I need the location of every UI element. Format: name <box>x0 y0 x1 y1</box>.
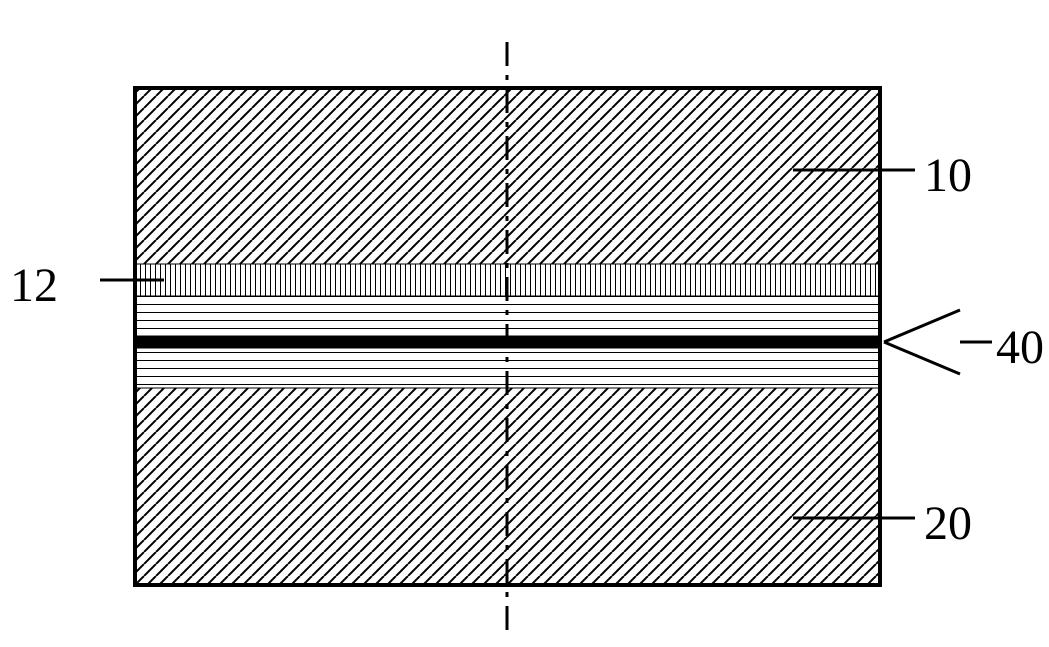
label-40: 40 <box>996 320 1044 375</box>
diagram-stage: 10 20 40 12 <box>0 0 1049 647</box>
label-10: 10 <box>924 148 972 203</box>
label-20: 20 <box>924 496 972 551</box>
label-12: 12 <box>10 258 58 313</box>
diagram-svg <box>0 0 1049 647</box>
